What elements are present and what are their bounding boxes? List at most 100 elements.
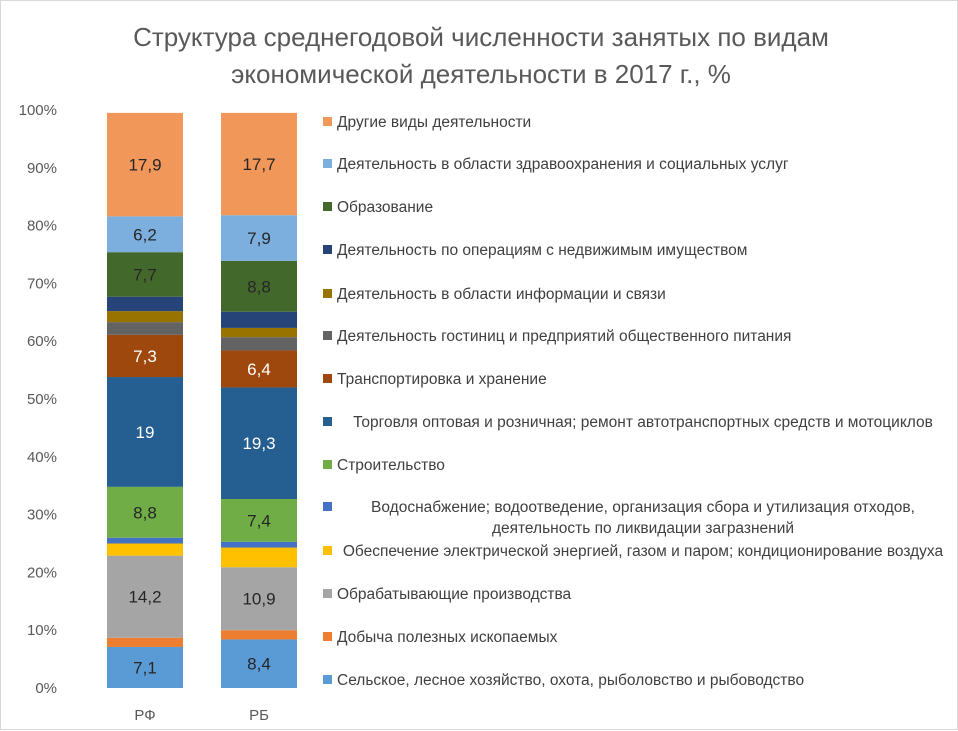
y-tick-label: 80% bbox=[27, 218, 57, 235]
legend-item: Водоснабжение; водоотведение, организаци… bbox=[323, 497, 953, 539]
legend-label: Добыча полезных ископаемых bbox=[337, 629, 558, 646]
legend-label: Строительство bbox=[337, 457, 445, 474]
bar-segment bbox=[107, 555, 183, 638]
legend-swatch bbox=[323, 589, 332, 598]
y-tick-label: 60% bbox=[27, 333, 57, 350]
legend-label: Образование bbox=[337, 199, 434, 216]
bar-segment bbox=[107, 112, 183, 217]
legend-swatch bbox=[323, 374, 332, 383]
y-tick-label: 70% bbox=[27, 275, 57, 292]
legend-label: Деятельность по операциям с недвижимым и… bbox=[337, 242, 748, 259]
bar-segment bbox=[221, 639, 297, 688]
legend-label: Водоснабжение; водоотведение, организаци… bbox=[371, 499, 915, 537]
bar-segment bbox=[221, 630, 297, 640]
legend-item: Деятельность по операциям с недвижимым и… bbox=[323, 240, 953, 261]
legend-item: Добыча полезных ископаемых bbox=[323, 627, 953, 648]
bar-segment bbox=[221, 387, 297, 499]
bar-segment bbox=[221, 337, 297, 351]
legend-item: Деятельность гостиниц и предприятий обще… bbox=[323, 326, 953, 347]
bar-segment bbox=[107, 322, 183, 335]
bar-segment bbox=[221, 498, 297, 542]
legend-item: Торговля оптовая и розничная; ремонт авт… bbox=[323, 412, 953, 433]
data-label: 6,4 bbox=[247, 360, 271, 379]
legend-swatch bbox=[323, 460, 332, 469]
chart-title: Структура среднегодовой численности заня… bbox=[133, 22, 829, 89]
legend: Другие виды деятельности Деятельность в о… bbox=[323, 1, 953, 731]
legend-swatch bbox=[323, 202, 332, 211]
bar-segment bbox=[221, 547, 297, 568]
legend-item: Обрабатывающие производства bbox=[323, 584, 953, 605]
bar-segment bbox=[107, 486, 183, 538]
legend-item: Строительство bbox=[323, 455, 953, 476]
data-label: 7,1 bbox=[133, 658, 157, 677]
legend-swatch bbox=[323, 546, 332, 555]
legend-label: Деятельность в области информации и связ… bbox=[337, 286, 666, 303]
bar-segment bbox=[107, 252, 183, 297]
bar-segment bbox=[221, 112, 297, 216]
legend-item: Транспортировка и хранение bbox=[323, 369, 953, 390]
y-tick-label: 10% bbox=[27, 622, 57, 639]
y-tick-label: 40% bbox=[27, 449, 57, 466]
bar-segment bbox=[221, 260, 297, 312]
data-label: 19 bbox=[136, 423, 155, 442]
legend-item: Другие виды деятельности bbox=[323, 112, 953, 133]
bar-segment bbox=[107, 637, 183, 647]
data-label: 8,4 bbox=[247, 655, 271, 674]
data-label: 7,3 bbox=[133, 347, 157, 366]
legend-label: Деятельность в области здравоохранения и… bbox=[337, 156, 789, 173]
bar-segment bbox=[107, 311, 183, 323]
bar-segment bbox=[107, 296, 183, 312]
legend-label: Сельское, лесное хозяйство, охота, рыбол… bbox=[337, 672, 805, 689]
data-label: 8,8 bbox=[133, 503, 157, 522]
data-label: 10,9 bbox=[242, 590, 275, 609]
data-label: 6,2 bbox=[133, 225, 157, 244]
bar-segment bbox=[107, 543, 183, 556]
legend-swatch bbox=[323, 117, 332, 126]
data-label: 17,7 bbox=[242, 155, 275, 174]
legend-swatch bbox=[323, 502, 332, 511]
legend-item: Деятельность в области информации и связ… bbox=[323, 284, 953, 305]
bar-segment bbox=[221, 567, 297, 631]
legend-item: Обеспечение электрической энергией, газо… bbox=[323, 541, 953, 562]
legend-item: Образование bbox=[323, 197, 953, 218]
legend-item: Деятельность в области здравоохранения и… bbox=[323, 154, 953, 175]
legend-label: Обрабатывающие производства bbox=[337, 586, 572, 603]
data-label: 17,9 bbox=[128, 156, 161, 175]
y-tick-label: 20% bbox=[27, 564, 57, 581]
bar-segment bbox=[221, 215, 297, 261]
data-label: 14,2 bbox=[128, 588, 161, 607]
data-label: 7,9 bbox=[247, 229, 271, 248]
legend-label: Другие виды деятельности bbox=[337, 114, 532, 131]
legend-swatch bbox=[323, 159, 332, 168]
bar-segment bbox=[221, 311, 297, 328]
y-tick-label: 100% bbox=[19, 102, 57, 119]
legend-swatch bbox=[323, 289, 332, 298]
bar-segment bbox=[107, 334, 183, 378]
y-tick-label: 50% bbox=[27, 391, 57, 408]
legend-item: Сельское, лесное хозяйство, охота, рыбол… bbox=[323, 670, 953, 691]
bar-segment bbox=[107, 537, 183, 544]
legend-swatch bbox=[323, 331, 332, 340]
data-label: 7,7 bbox=[133, 265, 157, 284]
bar-segment bbox=[221, 350, 297, 388]
legend-label: Транспортировка и хранение bbox=[337, 371, 547, 388]
legend-swatch bbox=[323, 417, 332, 426]
legend-swatch bbox=[323, 675, 332, 684]
bar-segment bbox=[107, 216, 183, 253]
data-label: 7,4 bbox=[247, 511, 271, 530]
legend-label: Торговля оптовая и розничная; ремонт авт… bbox=[353, 414, 933, 431]
bar-segment bbox=[107, 646, 183, 688]
data-label: 19,3 bbox=[242, 434, 275, 453]
bar-segment bbox=[221, 541, 297, 548]
legend-label: Деятельность гостиниц и предприятий обще… bbox=[337, 328, 792, 345]
legend-swatch bbox=[323, 632, 332, 641]
legend-swatch bbox=[323, 245, 332, 254]
legend-label: Обеспечение электрической энергией, газо… bbox=[342, 543, 944, 560]
bar-segment bbox=[221, 327, 297, 338]
x-tick-label: РБ bbox=[249, 707, 269, 724]
bar-segment bbox=[107, 377, 183, 487]
y-tick-label: 90% bbox=[27, 160, 57, 177]
y-tick-label: 0% bbox=[35, 680, 57, 697]
